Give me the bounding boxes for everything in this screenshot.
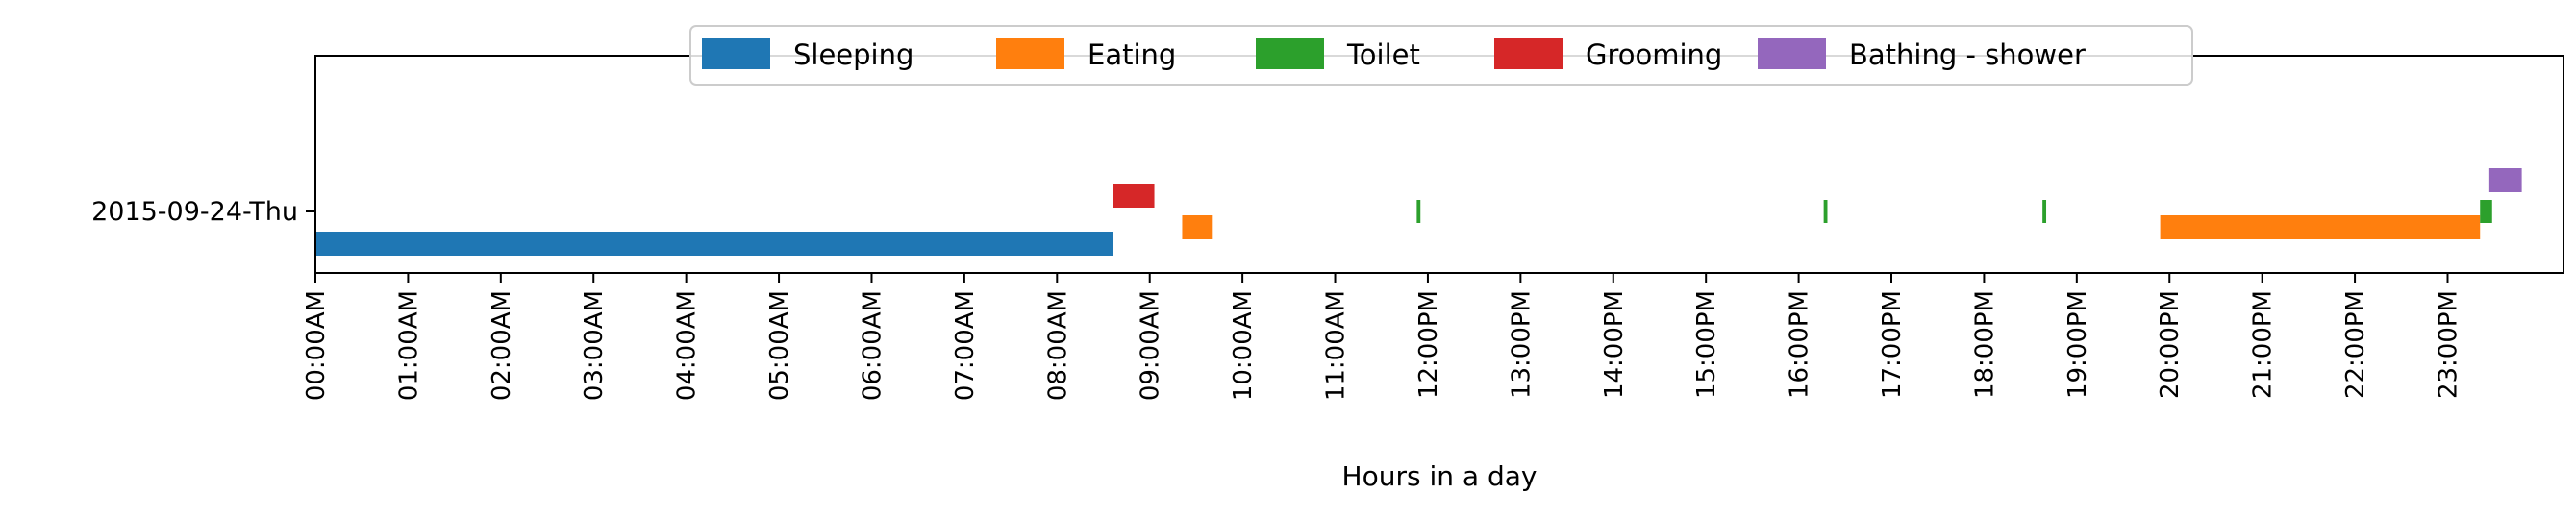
bar-toilet-4: [2480, 200, 2492, 223]
legend-swatch-grooming: [1494, 38, 1563, 69]
x-tick-label-10: 10:00AM: [1229, 290, 1258, 401]
x-tick-label-14: 14:00PM: [1600, 290, 1629, 399]
bar-toilet-1: [1416, 200, 1421, 223]
x-tick-label-2: 02:00AM: [488, 290, 516, 401]
x-tick-label-21: 21:00PM: [2249, 290, 2278, 399]
bar-bathing-shower-1: [2488, 168, 2522, 192]
x-tick-label-0: 00:00AM: [302, 290, 331, 401]
x-tick-label-20: 20:00PM: [2156, 290, 2185, 399]
chart-marks: [315, 168, 2522, 256]
legend-label-eating: Eating: [1088, 38, 1176, 71]
x-tick-label-16: 16:00PM: [1786, 290, 1814, 399]
x-tick-label-9: 09:00AM: [1137, 290, 1165, 401]
x-tick-label-1: 01:00AM: [394, 290, 423, 401]
x-axis-title: Hours in a day: [1342, 460, 1538, 492]
x-tick-label-23: 23:00PM: [2434, 290, 2463, 399]
legend-swatch-eating: [996, 38, 1064, 69]
legend-swatch-toilet: [1256, 38, 1324, 69]
x-tick-label-3: 03:00AM: [580, 290, 609, 401]
bar-sleeping-1: [315, 232, 1113, 256]
legend-label-toilet: Toilet: [1346, 38, 1420, 71]
x-tick-label-13: 13:00PM: [1507, 290, 1536, 399]
x-tick-label-11: 11:00AM: [1322, 290, 1351, 401]
bar-toilet-3: [2042, 200, 2047, 223]
x-tick-label-12: 12:00PM: [1414, 290, 1443, 399]
legend: Sleeping Eating Toilet Grooming Bathing - sh…: [689, 25, 2193, 86]
x-tick-label-5: 05:00AM: [765, 290, 794, 401]
x-tick-label-17: 17:00PM: [1878, 290, 1907, 399]
x-tick-label-19: 19:00PM: [2063, 290, 2092, 399]
x-tick-label-6: 06:00AM: [858, 290, 887, 401]
x-tick-label-4: 04:00AM: [673, 290, 702, 401]
bar-eating-2: [2160, 215, 2481, 239]
x-tick-label-15: 15:00PM: [1692, 290, 1721, 399]
bar-toilet-2: [1823, 200, 1828, 223]
x-tick-label-22: 22:00PM: [2341, 290, 2370, 399]
legend-swatch-bathing-shower: [1758, 38, 1826, 69]
y-tick-label-1: 2015-09-24-Thu: [91, 197, 298, 227]
x-axis: 00:00AM 01:00AM 02:00AM 03:00AM 04:00AM 05:00…: [302, 273, 2463, 401]
legend-label-bathing-shower: Bathing - shower: [1849, 38, 2086, 71]
bar-grooming-1: [1113, 184, 1155, 208]
legend-label-sleeping: Sleeping: [793, 38, 913, 71]
x-tick-label-18: 18:00PM: [1970, 290, 1999, 399]
x-tick-label-8: 08:00AM: [1043, 290, 1072, 401]
y-axis: 2015-09-24-Thu: [91, 197, 315, 227]
x-tick-label-7: 07:00AM: [951, 290, 980, 401]
bar-eating-1: [1182, 215, 1213, 239]
legend-label-grooming: Grooming: [1586, 38, 1722, 71]
legend-swatch-sleeping: [702, 38, 770, 69]
